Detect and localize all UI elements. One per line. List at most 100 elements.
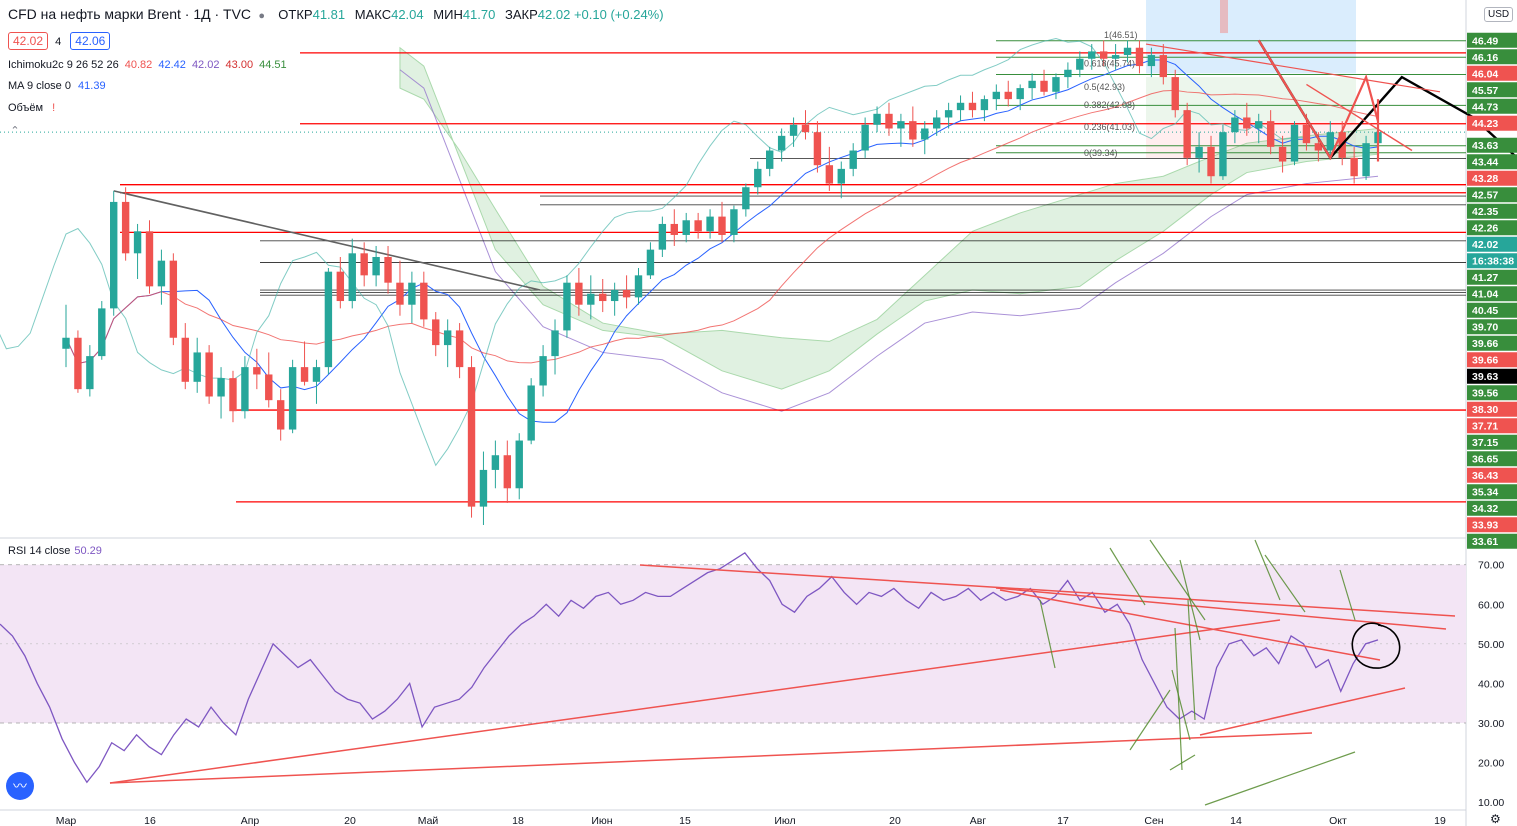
rsi-line <box>0 552 1379 784</box>
candle-body <box>1147 55 1156 67</box>
ma-value: 41.39 <box>78 80 106 92</box>
fib-marker-box <box>1220 0 1228 34</box>
time-axis-label: 17 <box>1057 815 1069 826</box>
rsi-tick-label: 50.00 <box>1478 639 1504 651</box>
candle-body <box>932 117 941 129</box>
rsi-sketch-line-8 <box>1169 754 1196 771</box>
candle-body <box>1314 143 1323 151</box>
tradingview-logo-icon[interactable]: 〰 <box>6 772 34 800</box>
candle-body <box>1028 80 1036 89</box>
chikou-line <box>0 38 1307 467</box>
rsi-hand-circle <box>1351 622 1401 669</box>
rsi-sketch-line-3 <box>1254 539 1281 601</box>
candle-body <box>360 253 368 276</box>
time-axis-label: Апр <box>241 815 260 826</box>
candle-body <box>467 367 476 507</box>
time-axis-label: Июн <box>591 815 612 826</box>
price-label-bg <box>1467 401 1517 417</box>
volume-label: Объём <box>8 102 44 114</box>
rsi-legend[interactable]: RSI 14 close 50.29 <box>8 545 102 557</box>
rsi-tick-label: 40.00 <box>1478 678 1504 690</box>
rsi-trendline-4 <box>1199 687 1406 736</box>
candle-body <box>432 319 440 346</box>
candle-body <box>515 440 523 489</box>
candle-body <box>1362 143 1370 177</box>
candle-body <box>670 223 678 235</box>
candle-body <box>1052 77 1060 92</box>
fib-label-1: 0.618(45.74) <box>1084 58 1135 68</box>
candle-body <box>1088 51 1096 59</box>
candle-body <box>694 220 702 232</box>
sell-button[interactable]: 42.02 <box>8 32 49 50</box>
price-label-text: 35.34 <box>1472 487 1498 499</box>
bid-ask-row: 42.02 4 42.06 <box>8 32 114 50</box>
price-label-text: 33.61 <box>1472 536 1498 548</box>
candle-body <box>1278 146 1287 162</box>
candle-body <box>455 330 464 368</box>
candle-body <box>909 121 917 140</box>
price-label-text: 39.56 <box>1472 388 1498 400</box>
price-label-text: 39.66 <box>1472 355 1498 367</box>
candle-body <box>658 223 667 250</box>
candle-body <box>110 201 118 309</box>
candle-body <box>730 209 738 235</box>
rsi-trendline-3 <box>995 587 1447 630</box>
rsi-sketch-line-11 <box>1187 599 1196 721</box>
close-value: 42.02 <box>537 7 571 22</box>
candle-body <box>801 124 810 133</box>
warning-icon[interactable]: ! <box>52 102 56 114</box>
rsi-tick-label: 60.00 <box>1478 599 1504 611</box>
status-dot-icon: ● <box>258 10 265 22</box>
candle-body <box>288 367 297 430</box>
zigzag-red <box>1257 39 1380 162</box>
candle-body <box>1350 157 1358 177</box>
rsi-sketch-line-4 <box>1264 554 1306 613</box>
price-label-bg <box>1467 115 1517 131</box>
volume-legend[interactable]: Объём ! <box>8 102 55 114</box>
price-label-text: 45.57 <box>1472 85 1498 97</box>
fib-label-3: 0.382(42.08) <box>1084 100 1135 110</box>
time-axis-label: Мар <box>56 815 77 826</box>
ma-legend[interactable]: MA 9 close 0 41.39 <box>8 80 106 92</box>
candle-body <box>1255 121 1263 129</box>
currency-button[interactable]: USD <box>1484 7 1514 22</box>
candle-body <box>956 102 965 111</box>
price-label-text: 46.16 <box>1472 52 1498 64</box>
ichimoku-legend[interactable]: Ichimoku2c 9 26 52 26 40.82 42.42 42.02 … <box>8 59 287 71</box>
candle-body <box>1016 88 1024 100</box>
price-label-bg <box>1467 170 1517 186</box>
ichimoku-value-3: 42.02 <box>191 59 220 71</box>
open-label: ОТКР <box>278 7 313 22</box>
candle-body <box>1195 146 1203 158</box>
rsi-trendline-0 <box>109 619 1281 784</box>
price-label-bg <box>1467 451 1517 467</box>
symbol-title[interactable]: CFD на нефть марки Brent · 1Д · TVC <box>8 6 252 22</box>
price-label-bg <box>1467 253 1517 269</box>
price-label-bg <box>1467 500 1517 516</box>
open-value: 41.81 <box>312 7 346 22</box>
buy-button[interactable]: 42.06 <box>70 32 111 50</box>
candle-body <box>944 110 953 118</box>
time-axis-label: 16 <box>144 815 156 826</box>
candle-body <box>1111 55 1120 59</box>
candle-body <box>396 282 404 305</box>
collapse-icon[interactable]: ⌃ <box>10 125 20 137</box>
price-label-text: 40.45 <box>1472 305 1498 317</box>
rsi-sketch-line-0 <box>1109 547 1146 606</box>
price-label-bg <box>1467 32 1517 48</box>
candle-body <box>1207 146 1215 177</box>
candle-body <box>849 150 857 169</box>
trend-line-grey <box>113 190 541 291</box>
candle-body <box>229 378 237 412</box>
candle-body <box>1004 91 1012 100</box>
candle-body <box>789 124 798 136</box>
settings-gear-icon[interactable]: ⚙ <box>1490 812 1501 826</box>
legend-toggle[interactable]: ⌃ <box>8 124 22 137</box>
fib-label-2: 0.5(42.93) <box>1084 82 1125 92</box>
rsi-tick-label: 20.00 <box>1478 758 1504 770</box>
fib-highlight-box <box>1146 0 1356 74</box>
candle-body <box>253 367 261 375</box>
candle-body <box>1231 117 1239 133</box>
price-label-bg <box>1467 368 1517 384</box>
